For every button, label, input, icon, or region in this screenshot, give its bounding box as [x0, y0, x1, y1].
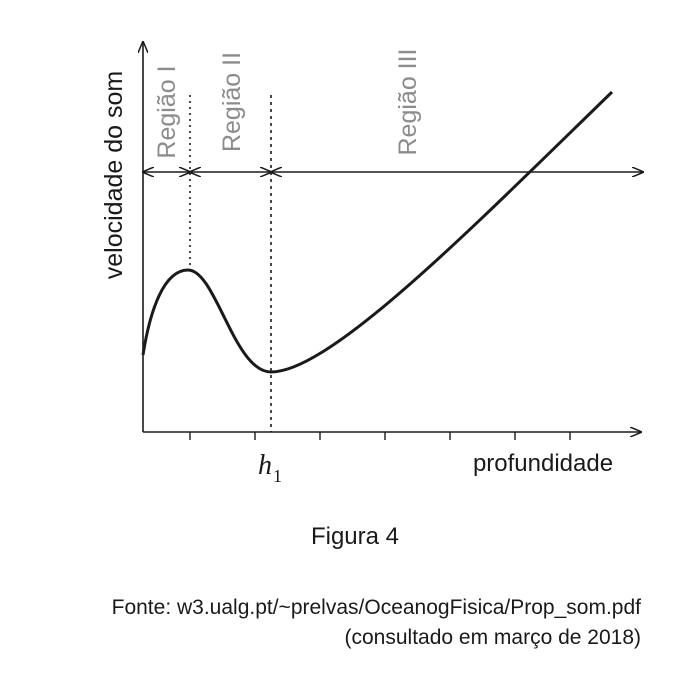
region-label: Região II	[218, 52, 246, 152]
sound-speed-curve	[141, 90, 614, 374]
region-label: Região I	[153, 65, 181, 158]
h1-subscript: 1	[273, 466, 282, 486]
x-ticks	[189, 432, 571, 440]
source-line: (consultado em março de 2018)	[345, 626, 642, 649]
x-axis-label: profundidade	[473, 450, 613, 477]
y-axis-label: velocidade do som	[100, 71, 128, 279]
caption: Figura 4	[311, 523, 399, 550]
h1-symbol: h	[258, 450, 272, 481]
source-line: Fonte: w3.ualg.pt/~prelvas/OceanogFisica…	[112, 596, 642, 619]
region-label: Região III	[394, 48, 422, 155]
